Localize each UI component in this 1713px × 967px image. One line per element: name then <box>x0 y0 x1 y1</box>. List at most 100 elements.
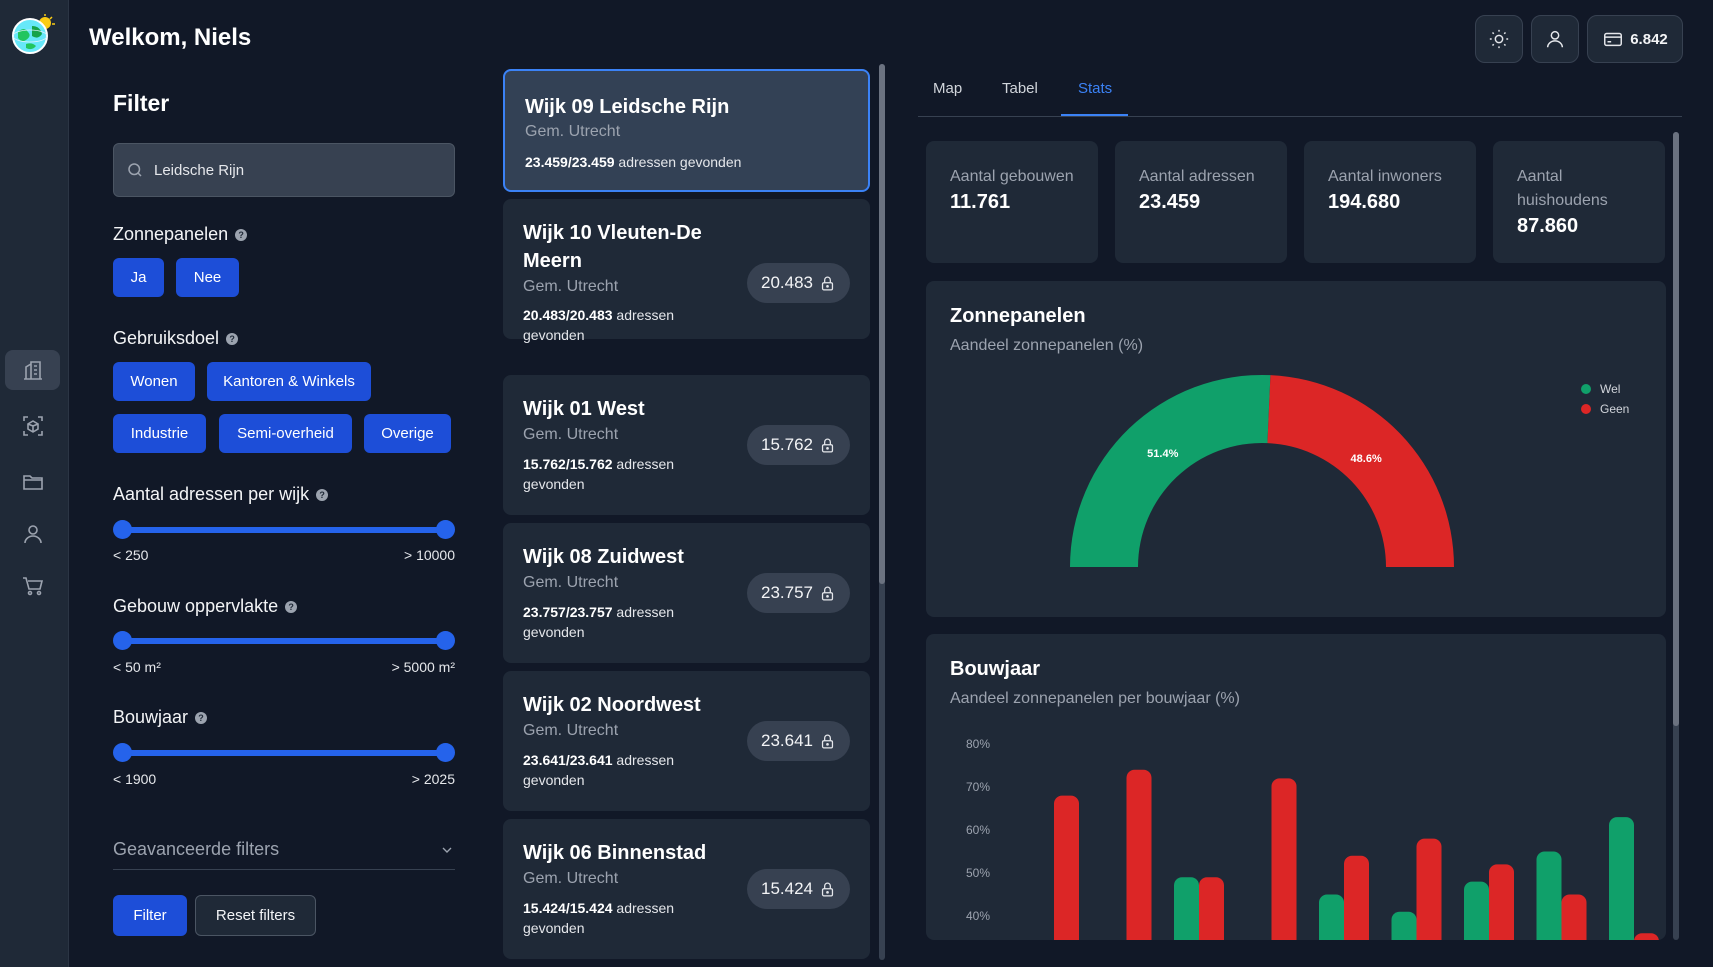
bar-geen[interactable] <box>1126 769 1152 940</box>
help-icon[interactable]: ? <box>285 600 298 613</box>
bouwjaar-chart-panel: Bouwjaar Aandeel zonnepanelen per bouwja… <box>926 634 1666 940</box>
wijk-count: 23.757/23.757 adressen gevonden <box>523 602 713 642</box>
gebruiksdoel-industrie-chip[interactable]: Industrie <box>113 414 206 453</box>
bouwjaar-label-text: Bouwjaar <box>113 707 189 727</box>
slider-track <box>122 750 446 756</box>
stat-card: Aantal huishoudens 87.860 <box>1493 141 1665 263</box>
slider-max-handle[interactable] <box>436 520 455 539</box>
wijk-count: 23.641/23.641 adressen gevonden <box>523 750 713 790</box>
oppervlakte-slider[interactable] <box>113 631 455 651</box>
wijk-card[interactable]: Wijk 01 West Gem. Utrecht 15.762/15.762 … <box>503 375 870 515</box>
help-icon[interactable]: ? <box>226 332 239 345</box>
bar-wel[interactable] <box>1464 881 1489 940</box>
zonnepanelen-nee-chip[interactable]: Nee <box>176 258 239 297</box>
slider-min-handle[interactable] <box>113 743 132 762</box>
pie-slice-wel[interactable] <box>1070 375 1271 567</box>
wijk-price-pill[interactable]: 20.483 <box>747 263 850 303</box>
slider-min-handle[interactable] <box>113 631 132 650</box>
wijk-gemeente: Gem. Utrecht <box>523 574 619 591</box>
nav-folder[interactable] <box>5 462 60 502</box>
slider-min-handle[interactable] <box>113 520 132 539</box>
help-icon[interactable]: ? <box>235 228 248 241</box>
gebruiksdoel-kantoren-chip[interactable]: Kantoren & Winkels <box>207 362 371 401</box>
account-button[interactable] <box>1531 15 1579 63</box>
oppervlakte-min-label: < 50 m² <box>113 659 161 675</box>
wijk-card[interactable]: Wijk 06 Binnenstad Gem. Utrecht 15.424/1… <box>503 819 870 959</box>
gebruiksdoel-semi-overheid-chip[interactable]: Semi-overheid <box>219 414 352 453</box>
bar-wel[interactable] <box>1391 911 1417 940</box>
advanced-filters-toggle[interactable]: Geavanceerde filters <box>113 830 455 870</box>
help-icon[interactable]: ? <box>316 488 329 501</box>
adressen-slider[interactable] <box>113 520 455 540</box>
bar-geen[interactable] <box>1416 838 1442 940</box>
wijk-price-pill[interactable]: 15.424 <box>747 869 850 909</box>
bar-wel[interactable] <box>1609 817 1634 940</box>
wijk-price: 15.762 <box>761 435 813 454</box>
gebruiksdoel-overige-chip[interactable]: Overige <box>364 414 451 453</box>
zonnepanelen-ja-chip[interactable]: Ja <box>113 258 164 297</box>
wijk-price-pill[interactable]: 15.762 <box>747 425 850 465</box>
tab-tabel[interactable]: Tabel <box>1002 80 1038 97</box>
bar-geen[interactable] <box>1344 855 1369 940</box>
wijk-card[interactable]: Wijk 02 Noordwest Gem. Utrecht 23.641/23… <box>503 671 870 811</box>
bar-chart: 80% 70% 60% 50% 40% <box>966 737 1659 941</box>
credits-button[interactable]: 6.842 <box>1587 15 1683 63</box>
bar-wel[interactable] <box>1536 851 1562 941</box>
bouwjaar-slider[interactable] <box>113 743 455 763</box>
y-tick-label: 80% <box>966 737 990 751</box>
wijk-count-suffix: adressen gevonden <box>523 752 675 788</box>
scrollbar-thumb[interactable] <box>1673 132 1679 726</box>
bar-geen[interactable] <box>1634 933 1659 940</box>
wijk-price-pill[interactable]: 23.641 <box>747 721 850 761</box>
bar-wel[interactable] <box>1174 877 1199 940</box>
tab-stats[interactable]: Stats <box>1078 80 1113 97</box>
wijk-card[interactable]: Wijk 08 Zuidwest Gem. Utrecht 23.757/23.… <box>503 523 870 663</box>
nav-cart[interactable] <box>5 566 60 606</box>
bar-geen[interactable] <box>1054 795 1079 940</box>
reset-filters-button[interactable]: Reset filters <box>195 895 316 936</box>
y-tick-label: 60% <box>966 823 990 837</box>
wijk-count: 20.483/20.483 adressen gevonden <box>523 305 713 345</box>
gebruiksdoel-wonen-chip[interactable]: Wonen <box>113 362 195 401</box>
pie-slice-geen[interactable] <box>1267 375 1454 567</box>
nav-profile[interactable] <box>5 514 60 554</box>
bar-geen[interactable] <box>1561 894 1587 941</box>
bar-geen[interactable] <box>1199 877 1224 940</box>
scrollbar-thumb[interactable] <box>879 64 885 584</box>
wijk-name: Wijk 09 Leidsche Rijn <box>525 96 730 118</box>
bar-geen[interactable] <box>1489 864 1514 940</box>
chevron-down-icon <box>442 847 452 853</box>
slider-max-handle[interactable] <box>436 631 455 650</box>
buildings-icon <box>23 361 42 380</box>
nav-buildings[interactable] <box>5 350 60 390</box>
wijk-price-pill[interactable]: 23.757 <box>747 573 850 613</box>
wijk-gemeente: Gem. Utrecht <box>523 278 619 295</box>
wijk-card[interactable]: Wijk 09 Leidsche Rijn Gem. Utrecht 23.45… <box>503 69 870 192</box>
bouwjaar-max-label: > 2025 <box>411 771 455 787</box>
wijk-price: 20.483 <box>761 273 813 292</box>
app-logo[interactable] <box>8 14 56 56</box>
nav-3d[interactable] <box>5 406 60 446</box>
wijk-card[interactable]: Wijk 10 Vleuten-De Meern Gem. Utrecht 20… <box>503 199 870 343</box>
stats-scrollbar[interactable] <box>1673 132 1679 940</box>
advanced-filters-label: Geavanceerde filters <box>113 839 280 859</box>
tab-map[interactable]: Map <box>933 80 963 97</box>
bar-geen[interactable] <box>1271 778 1297 940</box>
theme-toggle-button[interactable] <box>1475 15 1523 63</box>
half-donut-chart: 51.4% 48.6% Wel Geen <box>1070 375 1629 567</box>
help-icon[interactable]: ? <box>195 711 208 724</box>
globe-sun-logo-icon <box>12 14 55 54</box>
stat-label: Aantal huishoudens <box>1517 168 1608 209</box>
sidebar <box>0 0 69 967</box>
wijk-name: Wijk 10 Vleuten-De Meern <box>523 222 702 272</box>
legend-marker <box>1581 404 1591 414</box>
cube-icon <box>22 416 43 436</box>
chart-subtitle: Aandeel zonnepanelen (%) <box>950 337 1144 354</box>
search-input[interactable]: Leidsche Rijn <box>113 143 455 197</box>
list-scrollbar[interactable] <box>879 64 885 960</box>
slider-max-handle[interactable] <box>436 743 455 762</box>
gebruiksdoel-label-text: Gebruiksdoel <box>113 328 220 348</box>
filter-button[interactable]: Filter <box>113 895 187 936</box>
bar-wel[interactable] <box>1319 894 1344 941</box>
stat-card: Aantal gebouwen 11.761 <box>926 141 1098 263</box>
